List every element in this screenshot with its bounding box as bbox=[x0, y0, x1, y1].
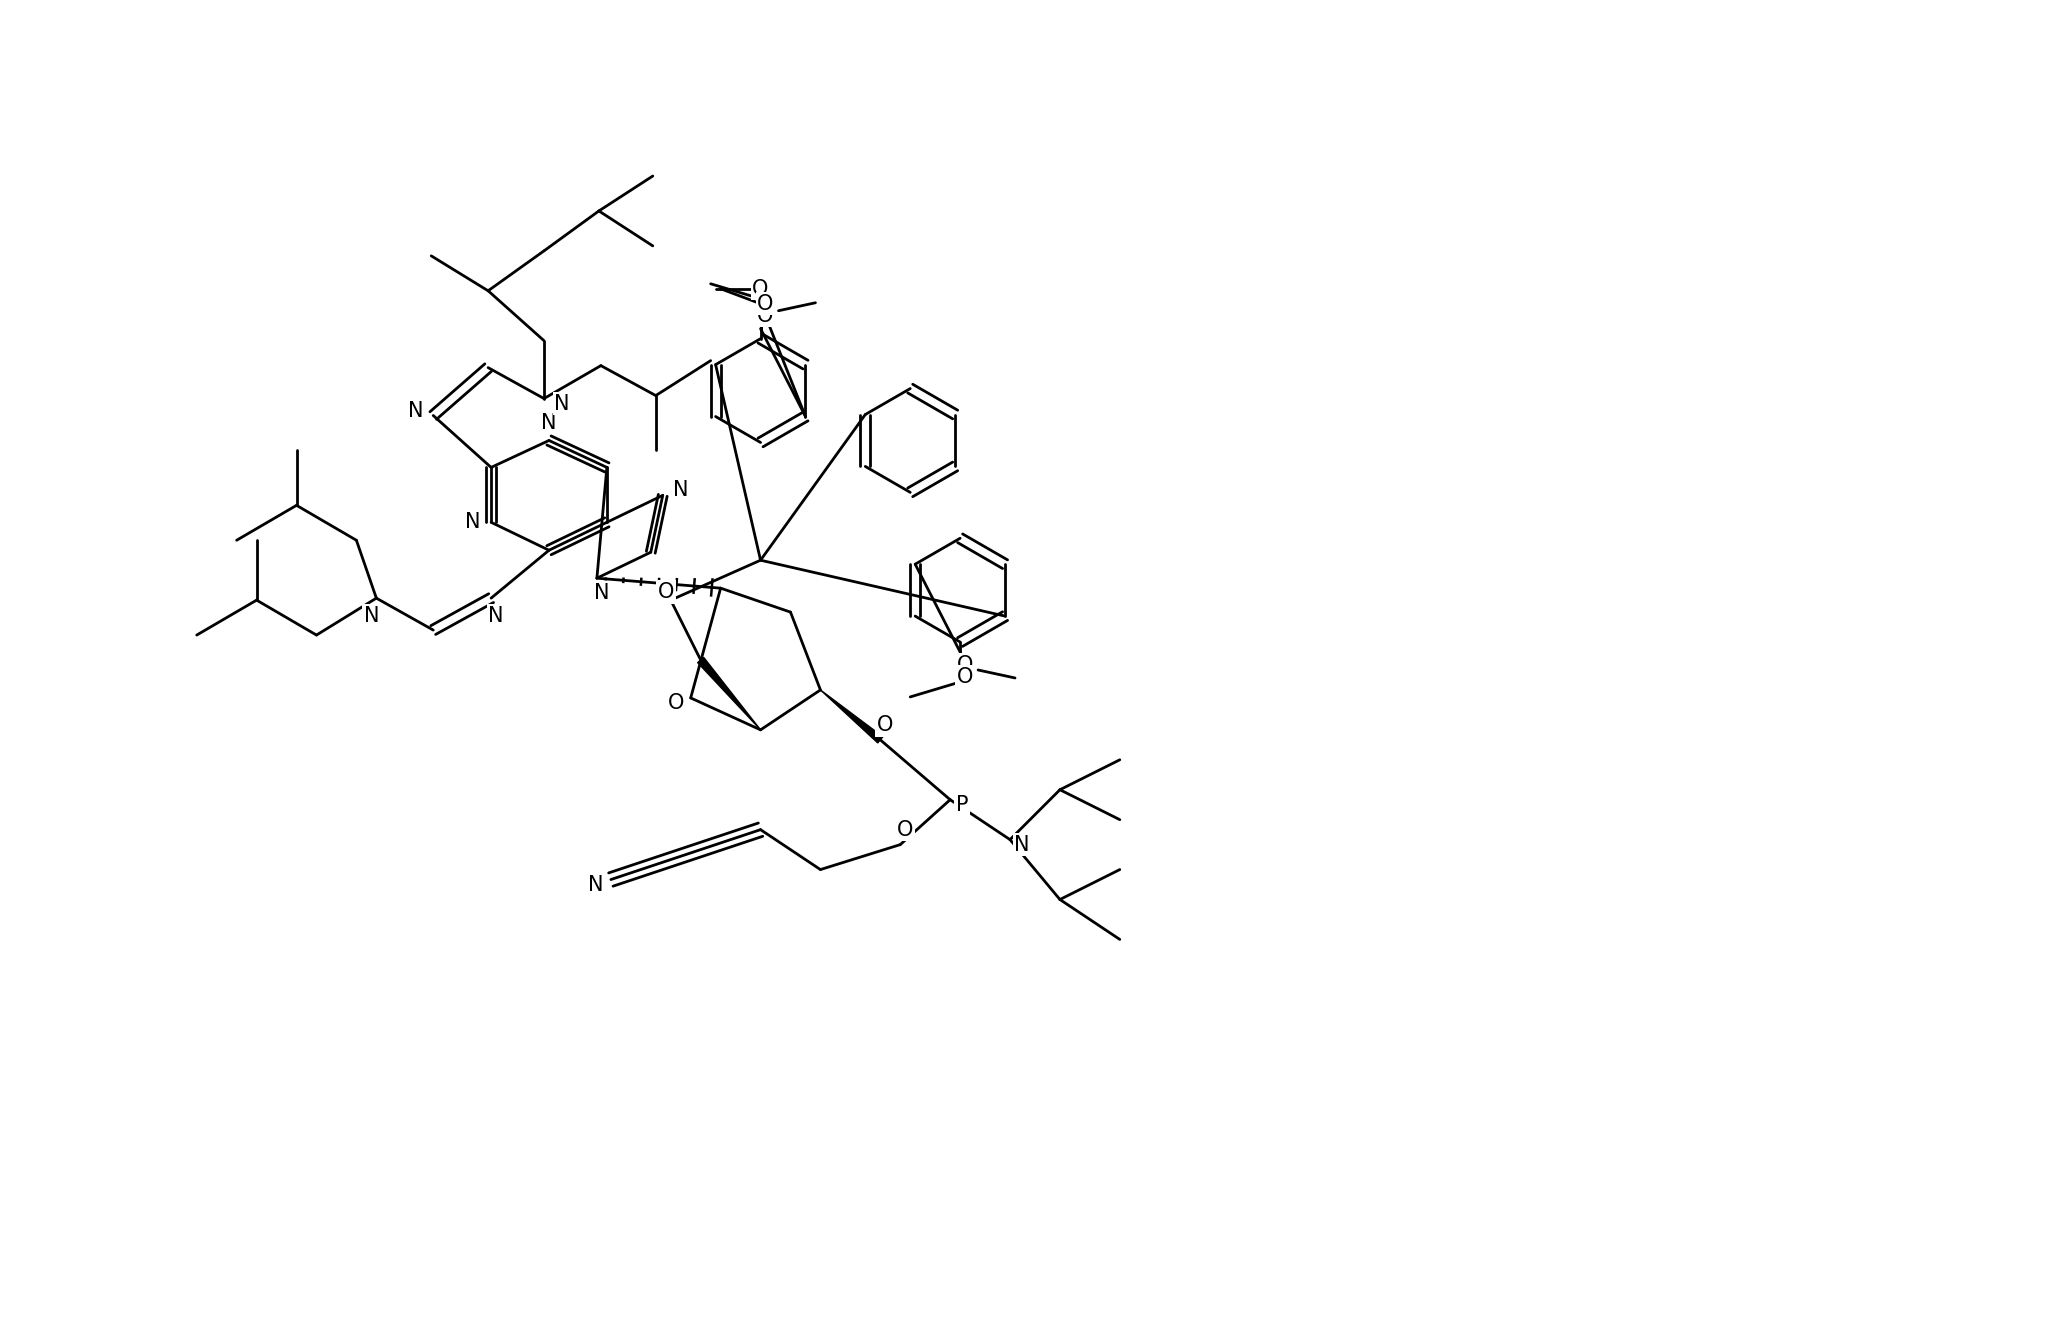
Text: O: O bbox=[757, 294, 773, 314]
Text: O: O bbox=[753, 278, 769, 298]
Text: N: N bbox=[554, 394, 569, 414]
Polygon shape bbox=[820, 690, 884, 743]
Text: O: O bbox=[896, 819, 913, 839]
Text: N: N bbox=[673, 480, 687, 500]
Text: N: N bbox=[364, 606, 379, 626]
Text: N: N bbox=[1015, 834, 1029, 855]
Text: O: O bbox=[657, 582, 673, 602]
Text: O: O bbox=[667, 693, 683, 713]
Text: O: O bbox=[878, 715, 894, 735]
Text: N: N bbox=[464, 512, 481, 532]
Text: N: N bbox=[542, 412, 557, 432]
Text: N: N bbox=[489, 606, 503, 626]
Text: O: O bbox=[958, 667, 974, 687]
Text: O: O bbox=[757, 306, 773, 326]
Text: P: P bbox=[955, 794, 968, 814]
Text: N: N bbox=[593, 583, 610, 603]
Polygon shape bbox=[698, 658, 761, 729]
Text: N: N bbox=[587, 875, 604, 895]
Text: N: N bbox=[407, 400, 424, 420]
Text: O: O bbox=[958, 655, 974, 675]
